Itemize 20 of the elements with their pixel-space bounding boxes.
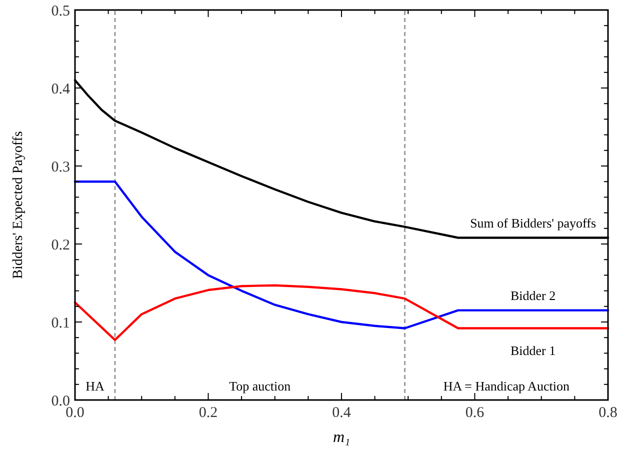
y-tick-label: 0.4 [51,81,70,98]
annotation: HA = Handicap Auction [443,378,570,394]
y-tick-label: 0.5 [51,3,70,20]
series-label: Bidder 2 [510,288,556,303]
series-label: Bidder 1 [510,342,556,358]
x-tick-label: 0.0 [66,405,84,421]
x-tick-label: 0.8 [598,405,618,421]
line-series [74,284,610,342]
x-axis-title: m₁ [332,429,350,446]
annotation: Top auction [229,378,292,394]
y-tick-label: 0.2 [51,237,70,254]
line-series [74,180,610,330]
y-tick-label: 0.3 [51,159,70,176]
y-axis-title: Bidders' Expected Payoffs [11,131,26,279]
x-tick-label: 0.2 [198,405,218,421]
x-tick-label: 0.6 [465,405,485,421]
annotation: HA [86,378,105,394]
legend-label: Sum of Bidders' payoffs [470,215,596,230]
x-tick-label: 0.4 [332,405,352,421]
y-tick-label: 0.1 [51,315,70,332]
